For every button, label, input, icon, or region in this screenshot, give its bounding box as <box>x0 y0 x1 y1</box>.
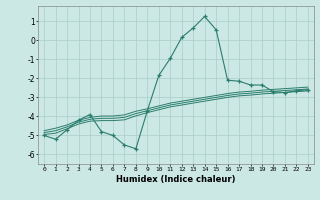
X-axis label: Humidex (Indice chaleur): Humidex (Indice chaleur) <box>116 175 236 184</box>
